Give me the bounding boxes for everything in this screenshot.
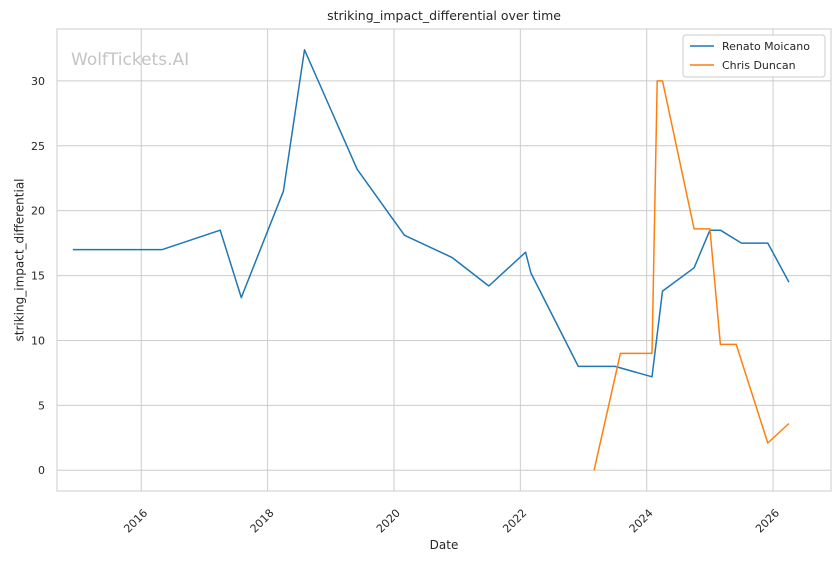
chart-title: striking_impact_differential over time [327,8,561,23]
plot-area-frame [56,28,832,492]
y-tick-label: 25 [31,140,45,153]
legend-box [682,34,826,78]
series-line [593,80,790,471]
x-axis-title: Date [430,538,459,552]
y-tick-label: 5 [38,399,45,412]
legend: Renato Moicano Chris Duncan [682,34,826,78]
grid-lines [57,29,831,491]
series-line [72,49,790,378]
y-tick-label: 10 [31,334,45,347]
series-lines [72,49,790,471]
y-tick-labels: 0 5 10 15 20 25 30 [31,75,45,477]
y-tick-label: 30 [31,75,45,88]
legend-label: Renato Moicano [722,40,810,53]
y-axis-title: striking_impact_differential [13,178,27,341]
legend-label: Chris Duncan [722,59,796,72]
y-tick-label: 0 [38,464,45,477]
watermark-text: WolfTickets.AI [71,50,189,70]
y-tick-label: 20 [31,205,45,218]
y-tick-label: 15 [31,270,45,283]
